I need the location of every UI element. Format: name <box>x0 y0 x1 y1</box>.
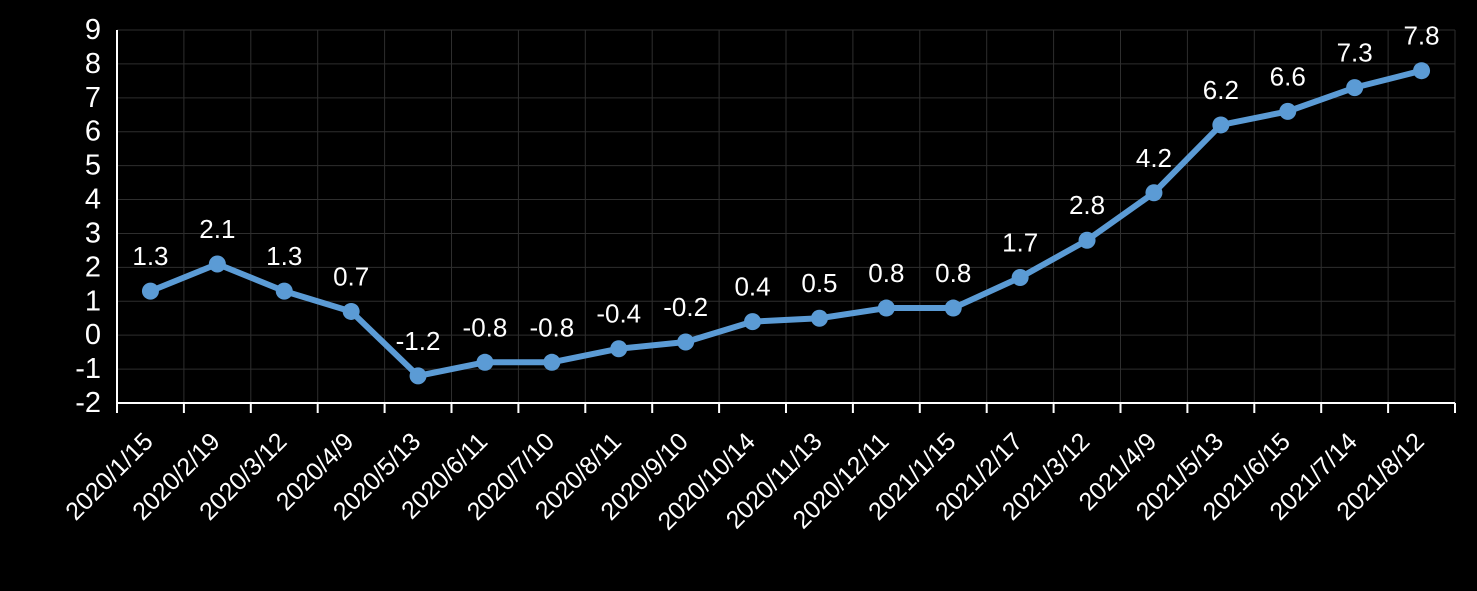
y-tick-label: 0 <box>85 319 101 351</box>
y-tick-label: 5 <box>85 150 101 182</box>
y-tick-label: 9 <box>85 14 101 46</box>
y-tick-label: 6 <box>85 116 101 148</box>
data-label: 1.3 <box>266 241 302 271</box>
data-label: -0.8 <box>529 312 574 342</box>
data-label: -0.8 <box>463 312 508 342</box>
data-point-marker <box>476 353 494 371</box>
y-tick-label: 7 <box>85 82 101 114</box>
data-label: 2.8 <box>1069 190 1105 220</box>
data-point-marker <box>275 282 293 300</box>
data-label: 6.2 <box>1203 75 1239 105</box>
y-tick-label: 8 <box>85 48 101 80</box>
data-point-marker <box>409 367 427 385</box>
series-line <box>147 67 1425 379</box>
data-point-marker <box>208 255 226 273</box>
data-point-marker <box>810 309 828 327</box>
data-point-marker <box>944 299 962 317</box>
data-label: 1.3 <box>132 241 168 271</box>
data-point-marker <box>677 333 695 351</box>
y-tick-label: -2 <box>75 387 101 419</box>
data-point-marker <box>1145 184 1163 202</box>
data-point-marker <box>1078 231 1096 249</box>
y-tick-label: -1 <box>75 353 101 385</box>
data-point-marker <box>543 353 561 371</box>
data-point-marker <box>1413 62 1431 80</box>
data-point-marker <box>1279 102 1297 120</box>
y-tick-label: 1 <box>85 285 101 317</box>
y-tick-label: 4 <box>85 184 101 216</box>
data-point-marker <box>744 313 762 331</box>
y-tick-label: 2 <box>85 251 101 283</box>
y-tick-label: 3 <box>85 217 101 249</box>
data-point-marker <box>610 340 628 358</box>
data-label: -0.2 <box>663 292 708 322</box>
data-label: 1.7 <box>1002 228 1038 258</box>
data-label: 0.8 <box>868 258 904 288</box>
data-label: 0.5 <box>801 268 837 298</box>
data-point-marker <box>141 282 159 300</box>
data-point-marker <box>1346 79 1364 97</box>
data-label: 7.3 <box>1337 38 1373 68</box>
data-label: 6.6 <box>1270 61 1306 91</box>
data-label: 0.4 <box>734 272 770 302</box>
data-point-marker <box>342 302 360 320</box>
data-point-marker <box>877 299 895 317</box>
data-label: 2.1 <box>199 214 235 244</box>
data-label: 7.8 <box>1403 21 1439 51</box>
data-label: -1.2 <box>396 326 441 356</box>
data-label: -0.4 <box>596 299 641 329</box>
data-point-marker <box>1011 269 1029 287</box>
data-point-marker <box>1212 116 1230 134</box>
data-label: 0.8 <box>935 258 971 288</box>
data-label: 4.2 <box>1136 143 1172 173</box>
data-label: 0.7 <box>333 261 369 291</box>
